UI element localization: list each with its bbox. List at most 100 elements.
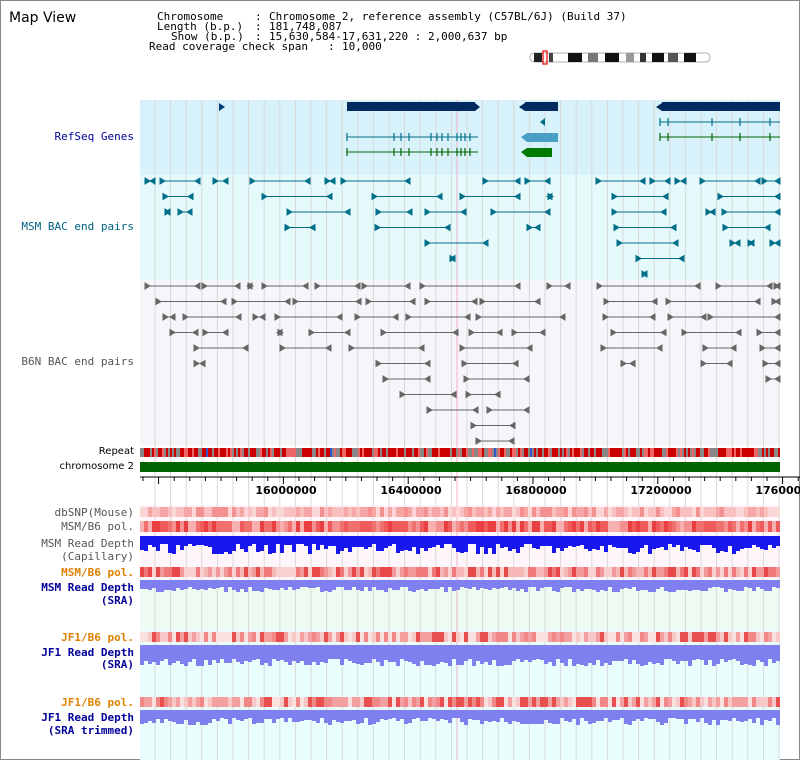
bac-end [765, 375, 772, 383]
depth-bar [468, 536, 472, 544]
track-label-b6n-bac[interactable]: B6N BAC end pairs [21, 355, 134, 368]
heat-cell [628, 567, 632, 577]
heat-cell [208, 567, 212, 577]
repeat-segment [366, 448, 368, 457]
heat-cell [340, 632, 344, 642]
track-label-msm-bac[interactable]: MSM BAC end pairs [21, 220, 134, 233]
msm-bac-features[interactable] [144, 177, 781, 278]
depth-bar [584, 710, 588, 721]
heat-cell [712, 632, 716, 642]
bac-end [514, 282, 521, 290]
depth-bar [484, 536, 488, 554]
depth-bar [156, 536, 160, 551]
heat-cell [260, 521, 264, 532]
depth-bar [772, 710, 776, 718]
heat-cell [328, 567, 332, 577]
heat-cell [388, 507, 392, 517]
depth-bar [752, 645, 756, 666]
depth-bar [224, 580, 228, 592]
depth-bar [364, 580, 368, 587]
heat-cell [764, 697, 768, 707]
bac-end [424, 359, 431, 368]
depth-bar [140, 580, 144, 589]
track-label-repeat[interactable]: Repeat [98, 446, 134, 457]
refseq-genes[interactable] [219, 102, 780, 157]
repeat-segment [310, 448, 312, 457]
track-label-msm-depth-capillary[interactable]: MSM Read Depth [41, 537, 134, 550]
bac-end [309, 223, 316, 232]
bac-end [164, 208, 171, 216]
heat-cell [688, 697, 692, 707]
heat-cell [164, 632, 168, 642]
depth-bar [648, 580, 652, 592]
bac-end [511, 328, 518, 337]
heat-cell [424, 567, 428, 577]
depth-bar [268, 580, 272, 589]
depth-bar [368, 645, 372, 663]
heat-cell [760, 521, 764, 532]
depth-bar [244, 710, 248, 719]
track-label-jf1-pol-trimmed[interactable]: JF1/B6 pol. [61, 696, 134, 709]
heat-cell [196, 632, 200, 642]
heat-cell [192, 697, 196, 707]
track-label-refseq[interactable]: RefSeq Genes [54, 130, 134, 143]
depth-bar [276, 645, 280, 661]
depth-bar [628, 536, 632, 553]
depth-bar [444, 645, 448, 663]
heat-cell [416, 567, 420, 577]
track-label-chromosome[interactable]: chromosome 2 [59, 461, 134, 472]
repeat-segment [636, 448, 638, 457]
heat-cell [344, 697, 348, 707]
depth-bar [684, 645, 688, 661]
track-label-jf1-pol[interactable]: JF1/B6 pol. [61, 631, 134, 644]
depth-bar [140, 645, 144, 665]
depth-bar [436, 536, 440, 545]
heat-cell [280, 632, 284, 642]
chromosome-ideogram[interactable] [529, 50, 711, 65]
bac-end [539, 328, 546, 337]
heat-cell [360, 521, 364, 532]
depth-bar [356, 536, 360, 547]
heat-cell [732, 567, 736, 577]
track-label-msm-pol[interactable]: MSM/B6 pol. [61, 520, 134, 533]
heat-cell [664, 507, 668, 517]
show-key: Show (b.p.) [171, 30, 244, 43]
polymorphism-tracks[interactable] [140, 507, 780, 707]
chromosome-bar[interactable] [140, 462, 780, 472]
b6n-bac-track-bg [140, 280, 780, 445]
depth-bar [240, 580, 244, 589]
depth-bar [568, 580, 572, 587]
bac-end [600, 344, 607, 352]
repeat-segment [296, 448, 298, 457]
heat-cell [164, 567, 168, 577]
repeat-segment [412, 448, 414, 457]
depth-bar [580, 536, 584, 545]
heat-cell [504, 567, 508, 577]
track-label-msm-depth-sra[interactable]: MSM Read Depth [41, 581, 134, 594]
b6n-bac-features[interactable] [144, 282, 781, 445]
heat-cell [720, 507, 724, 517]
repeat-track[interactable] [140, 448, 780, 457]
depth-bar [312, 710, 316, 721]
bac-end [748, 239, 755, 247]
bac-end [314, 282, 321, 290]
heat-cell [252, 632, 256, 642]
heat-cell [592, 521, 596, 532]
depth-bar [676, 645, 680, 664]
repeat-segment [702, 448, 704, 457]
repeat-segment [472, 448, 474, 457]
depth-bar [560, 645, 564, 663]
heat-cell [364, 697, 368, 707]
read-depth-tracks[interactable] [140, 536, 780, 725]
track-label-msm-pol-sra[interactable]: MSM/B6 pol. [61, 566, 134, 579]
heat-cell [668, 697, 672, 707]
track-label-jf1-depth-trimmed[interactable]: JF1 Read Depth [41, 711, 134, 724]
heat-cell [144, 632, 148, 642]
repeat-segment [216, 448, 218, 457]
depth-bar [668, 536, 672, 544]
track-label-jf1-depth[interactable]: JF1 Read Depth [41, 646, 134, 659]
depth-bar [256, 710, 260, 723]
heat-cell [356, 567, 360, 577]
track-label-dbsnp[interactable]: dbSNP(Mouse) [54, 506, 134, 519]
